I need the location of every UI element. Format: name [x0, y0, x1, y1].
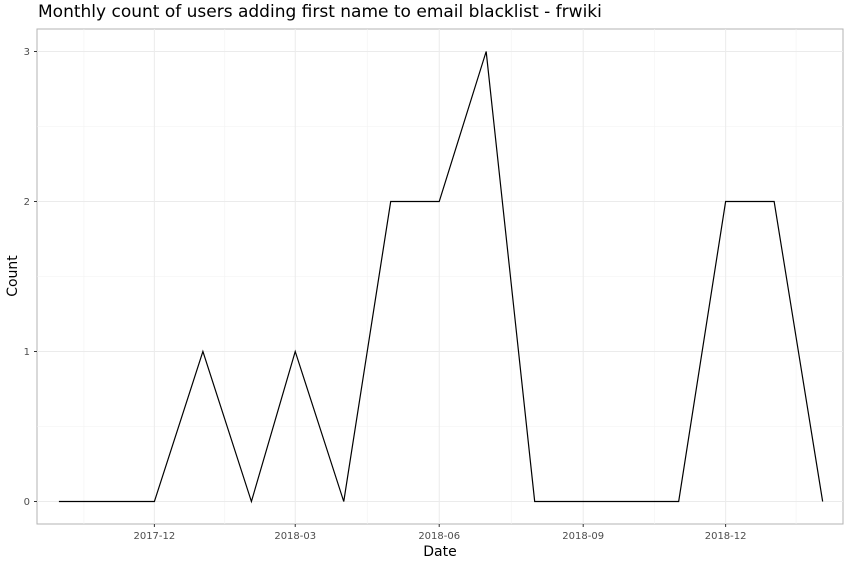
y-tick-label: 3	[24, 47, 30, 58]
x-tick-label: 2017-12	[133, 531, 175, 542]
grid-lines	[37, 29, 843, 524]
y-tick-label: 1	[24, 347, 30, 358]
y-axis: 0 1 2 3	[24, 47, 37, 508]
x-tick-label: 2018-06	[418, 531, 460, 542]
y-tick-label: 0	[24, 497, 30, 508]
y-axis-title: Count	[5, 255, 21, 297]
x-axis: 2017-12 2018-03 2018-06 2018-09 2018-12	[133, 524, 747, 542]
x-tick-label: 2018-09	[562, 531, 604, 542]
x-tick-label: 2018-12	[705, 531, 747, 542]
x-axis-title: Date	[423, 544, 456, 560]
x-tick-label: 2018-03	[274, 531, 316, 542]
series-layer	[58, 51, 824, 504]
series-line	[58, 51, 824, 504]
chart-title: Monthly count of users adding first name…	[38, 2, 602, 22]
y-tick-label: 2	[24, 197, 30, 208]
